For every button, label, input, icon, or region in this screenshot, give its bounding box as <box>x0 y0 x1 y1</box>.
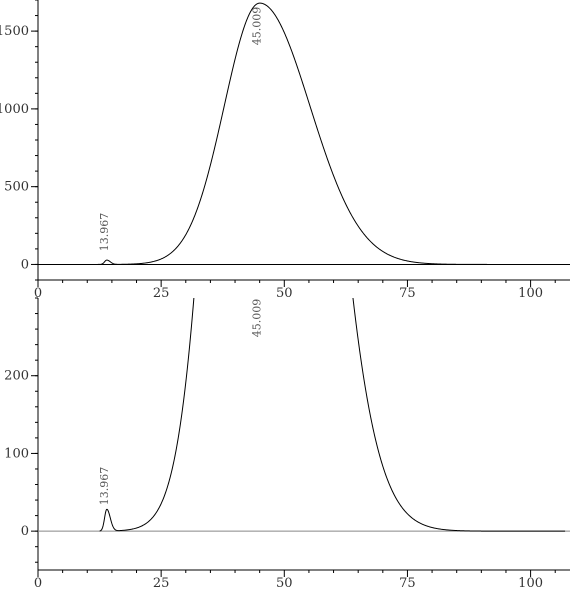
signal-trace <box>38 2 570 265</box>
chart-panel-full-scale: 0 500 1000 1500 0 25 50 75 100 45.009 13.967 <box>0 0 570 301</box>
y-tick-label: 0 <box>21 257 29 272</box>
y-tick-label: 0 <box>21 524 29 539</box>
y-tick-label: 500 <box>4 180 29 195</box>
y-tick-label: 1500 <box>0 24 29 39</box>
x-tick-label: 100 <box>518 286 543 301</box>
x-tick-label: 100 <box>518 576 543 591</box>
peak-label: 13.967 <box>98 213 111 252</box>
x-tick-label: 50 <box>276 286 293 301</box>
y-tick-label: 1000 <box>0 102 29 117</box>
x-tick-label: 50 <box>276 576 293 591</box>
signal-trace <box>99 298 566 532</box>
chart-panel-zoomed: 0 100 200 0 25 50 75 100 45.009 13.967 <box>4 297 570 591</box>
x-tick-label: 25 <box>153 576 170 591</box>
peak-label: 45.009 <box>251 299 264 338</box>
x-tick-label: 0 <box>34 576 42 591</box>
x-tick-label: 25 <box>153 286 170 301</box>
peak-label: 13.967 <box>98 467 111 506</box>
y-tick-label: 200 <box>4 369 29 384</box>
x-tick-label: 75 <box>399 576 416 591</box>
peak-label: 45.009 <box>251 7 264 46</box>
y-tick-label: 100 <box>4 446 29 461</box>
x-tick-label: 75 <box>399 286 416 301</box>
x-tick-label: 0 <box>34 286 42 301</box>
